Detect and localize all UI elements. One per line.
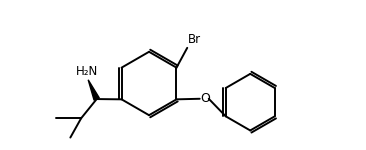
Polygon shape	[88, 80, 99, 100]
Text: Br: Br	[188, 33, 201, 46]
Text: O: O	[201, 92, 210, 105]
Text: H₂N: H₂N	[76, 65, 98, 78]
